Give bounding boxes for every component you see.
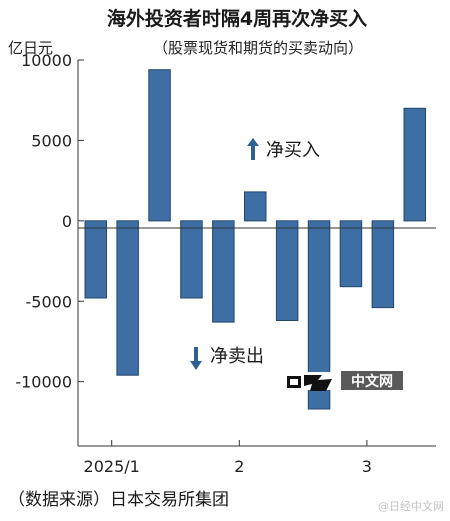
nikkei-logo: 中文网	[283, 371, 403, 391]
y-axis-unit-label: 亿日元	[8, 39, 53, 57]
y-tick-label: -10000	[15, 373, 72, 392]
bar-5	[212, 220, 235, 323]
net-buy-label: 净买入	[266, 140, 320, 161]
y-tick-label: 10000	[21, 51, 72, 70]
x-tick-label: 3	[362, 457, 372, 476]
y-tick-label: 5000	[31, 131, 72, 150]
y-axis-ticks: 10000 5000 0 -5000 -10000	[15, 51, 84, 392]
watermark-text: @日经中文网	[378, 499, 444, 513]
net-buy-annotation: 净买入	[247, 138, 320, 161]
bar-9	[339, 220, 363, 288]
bar-4	[180, 220, 203, 299]
x-tick-label: 2	[234, 457, 244, 476]
bar-6	[244, 191, 267, 222]
bar-11	[403, 107, 426, 222]
bar-2	[116, 220, 139, 376]
net-sell-label: 净卖出	[210, 346, 264, 367]
x-tick-label: 2025/1	[84, 457, 140, 476]
chart-title: 海外投资者时隔4周再次净买入	[107, 7, 367, 30]
chart-subtitle: （股票现货和期货的买卖动向）	[153, 39, 363, 57]
y-tick-label: 0	[62, 212, 72, 231]
net-sell-annotation: 净卖出	[190, 346, 264, 370]
bar-10	[371, 220, 395, 309]
y-tick-label: -5000	[26, 292, 73, 311]
bar-3	[148, 69, 171, 222]
source-note: （数据来源）日本交易所集团	[8, 490, 229, 510]
bar-series	[84, 69, 426, 410]
bar-8	[307, 220, 331, 410]
down-arrow-icon	[190, 347, 202, 370]
bar-1	[84, 220, 107, 299]
bar-7	[275, 220, 299, 321]
up-arrow-icon	[247, 138, 259, 160]
logo-text: 中文网	[351, 373, 393, 390]
x-axis-ticks: 2025/1 2 3	[84, 440, 372, 476]
